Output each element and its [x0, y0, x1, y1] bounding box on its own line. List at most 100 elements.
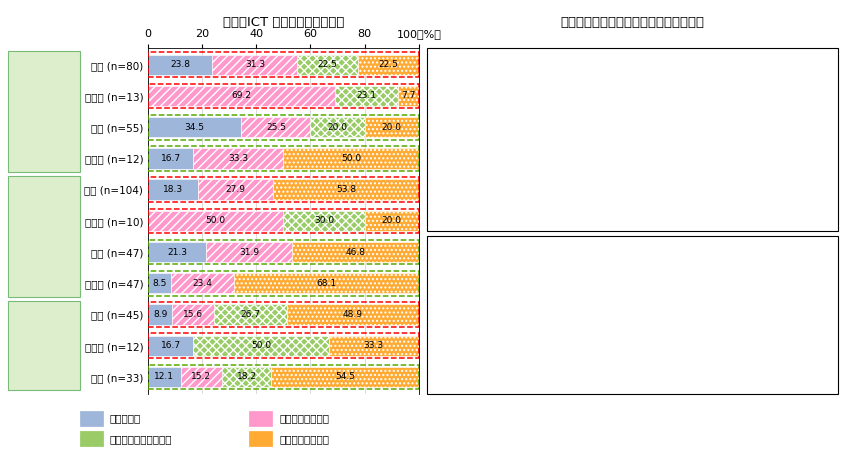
Text: 25.5: 25.5 [266, 123, 286, 132]
Bar [148, 304, 172, 325]
Bar [148, 55, 212, 75]
Text: 33.3: 33.3 [364, 341, 384, 350]
Bar [234, 273, 419, 294]
Bar [148, 117, 241, 137]
Text: 68.1: 68.1 [316, 279, 337, 288]
Bar [148, 179, 198, 200]
Text: 【課題】
・セキュリティの面からクラウドについては不安の方が大きい。自分
 達では監視できない。国内にサーバがあっても今後は安全とは言い
 切れない気がする。
: 【課題】 ・セキュリティの面からクラウドについては不安の方が大きい。自分 達では… [434, 239, 584, 370]
Text: バック
アップ: バック アップ [35, 100, 54, 123]
Bar [193, 336, 328, 356]
Text: 今後のICT 環境に関するニーズ: 今後のICT 環境に関するニーズ [222, 16, 344, 29]
Bar [222, 367, 272, 387]
Text: 20.0: 20.0 [382, 123, 402, 132]
Bar [148, 148, 193, 169]
Text: 23.8: 23.8 [170, 60, 190, 69]
Bar [172, 304, 214, 325]
Text: 23.1: 23.1 [357, 92, 376, 101]
Text: 31.3: 31.3 [244, 60, 265, 69]
Text: 20.0: 20.0 [382, 217, 402, 225]
Bar [297, 55, 358, 75]
Text: 18.3: 18.3 [162, 185, 183, 194]
Bar [148, 146, 419, 171]
Text: 18.2: 18.2 [237, 372, 256, 381]
Bar [272, 367, 419, 387]
Bar [283, 211, 365, 231]
Text: 15.6: 15.6 [184, 310, 203, 319]
Text: 既導入済み: 既導入済み [110, 413, 141, 423]
Bar [249, 410, 272, 426]
Bar [328, 336, 419, 356]
Bar [80, 431, 103, 447]
Text: 16.7: 16.7 [161, 154, 181, 163]
Bar [365, 211, 419, 231]
Bar [310, 117, 365, 137]
Text: ASP・
クラウド: ASP・ クラウド [31, 225, 58, 248]
Bar [148, 177, 419, 202]
Text: 27.9: 27.9 [225, 185, 245, 194]
Bar [365, 117, 419, 137]
Text: 8.5: 8.5 [152, 279, 167, 288]
Text: 50.0: 50.0 [251, 341, 271, 350]
Text: 31.9: 31.9 [239, 247, 259, 256]
Bar [398, 86, 419, 106]
Text: 【利点】
・今回の経験を生かし、すべてクラウドに移行することを検討してい
 る。セキュリティ面での不安要素はあるが、どのような技術にでも
 伴うリスクである。リ: 【利点】 ・今回の経験を生かし、すべてクラウドに移行することを検討してい る。セ… [434, 51, 584, 182]
Text: 53.8: 53.8 [336, 185, 356, 194]
Text: 必要／具体的検討なし: 必要／具体的検討なし [110, 434, 173, 443]
Text: 54.5: 54.5 [335, 372, 355, 381]
Bar [148, 333, 419, 358]
Bar [148, 302, 419, 327]
Text: 46.8: 46.8 [345, 247, 365, 256]
Text: 企業におけるクラウド利用の利点と課題: 企業におけるクラウド利用の利点と課題 [560, 16, 705, 29]
Text: 22.5: 22.5 [379, 60, 398, 69]
Text: 26.7: 26.7 [240, 310, 261, 319]
Bar [287, 304, 419, 325]
Bar [283, 148, 419, 169]
Text: 50.0: 50.0 [206, 217, 226, 225]
Bar [148, 211, 283, 231]
Bar [148, 84, 419, 108]
Text: ネット
ワーク
冗長化: ネット ワーク 冗長化 [35, 328, 54, 364]
Text: 33.3: 33.3 [228, 154, 249, 163]
Bar [80, 410, 103, 426]
Bar [148, 208, 419, 233]
Bar [358, 55, 419, 75]
Bar [206, 242, 292, 262]
Text: 20.0: 20.0 [327, 123, 348, 132]
Bar [181, 367, 222, 387]
Text: 未検討／必要なし: 未検討／必要なし [279, 434, 329, 443]
Bar [292, 242, 419, 262]
Bar [148, 273, 171, 294]
Bar [148, 365, 419, 389]
Text: 12.1: 12.1 [155, 372, 174, 381]
Bar [148, 115, 419, 140]
Bar [148, 86, 335, 106]
Text: 23.4: 23.4 [193, 279, 212, 288]
Text: 21.3: 21.3 [167, 247, 187, 256]
Bar [249, 431, 272, 447]
Text: 16.7: 16.7 [161, 341, 181, 350]
Bar [148, 271, 419, 296]
Bar [214, 304, 287, 325]
Bar [148, 53, 419, 77]
Text: 34.5: 34.5 [184, 123, 205, 132]
Text: 30.0: 30.0 [314, 217, 334, 225]
Text: 50.0: 50.0 [341, 154, 361, 163]
Text: 22.5: 22.5 [318, 60, 338, 69]
Bar [241, 117, 310, 137]
Bar [193, 148, 283, 169]
Text: 7.7: 7.7 [401, 92, 415, 101]
Bar [148, 242, 206, 262]
Bar [198, 179, 273, 200]
Bar [212, 55, 297, 75]
Text: 15.2: 15.2 [191, 372, 212, 381]
Text: 48.9: 48.9 [343, 310, 363, 319]
Bar [171, 273, 234, 294]
Text: 69.2: 69.2 [232, 92, 252, 101]
Bar [335, 86, 398, 106]
Text: 必要／詳細検討中: 必要／詳細検討中 [279, 413, 329, 423]
Bar [148, 336, 193, 356]
Bar [148, 367, 181, 387]
Bar [273, 179, 419, 200]
Text: 8.9: 8.9 [153, 310, 168, 319]
Bar [148, 240, 419, 265]
